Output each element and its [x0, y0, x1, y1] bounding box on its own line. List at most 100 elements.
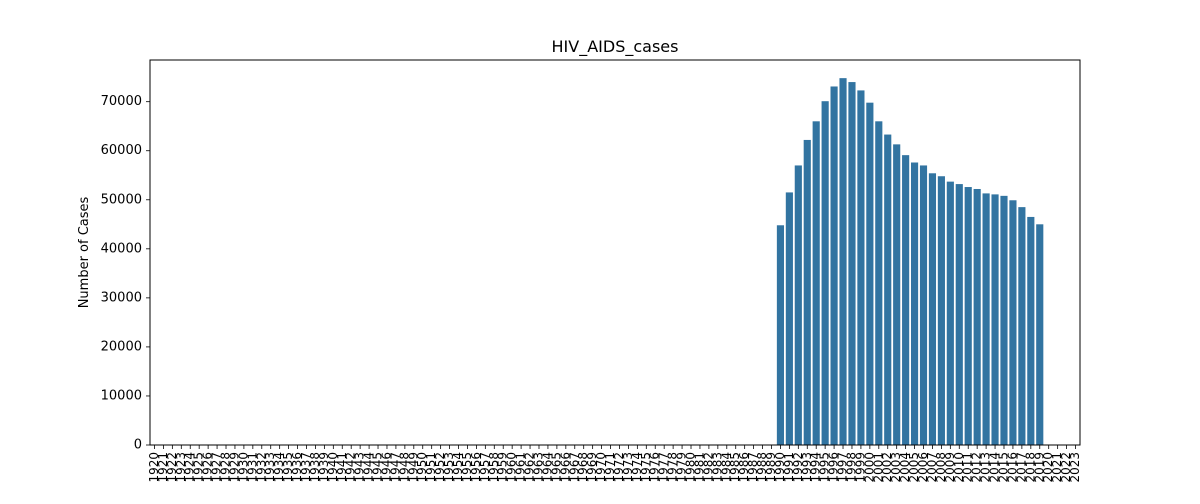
x-tick-label: 1940 — [326, 452, 340, 483]
x-tick-label: 2017 — [1014, 452, 1028, 483]
x-tick-label: 1929 — [227, 452, 241, 483]
x-tick-label: 1944 — [362, 452, 376, 483]
bar-1992 — [794, 165, 802, 445]
bar-2002 — [884, 134, 892, 446]
x-tick-label: 1972 — [612, 452, 626, 483]
x-tick-label: 2014 — [988, 452, 1002, 483]
x-tick-label: 1980 — [684, 452, 698, 483]
bar-1990 — [776, 225, 785, 445]
x-tick-label: 1942 — [344, 452, 358, 483]
x-tick-label: 1953 — [442, 452, 456, 483]
x-tick-label: 1956 — [469, 452, 483, 483]
x-tick-label: 1960 — [505, 452, 519, 483]
x-tick-label: 1924 — [183, 452, 197, 483]
bar-2014 — [991, 194, 999, 445]
x-tick-label: 1936 — [290, 452, 304, 483]
bar-2001 — [875, 121, 883, 445]
x-tick-label: 1965 — [549, 452, 563, 483]
x-tick-label: 1932 — [254, 452, 268, 483]
x-tick-label: 2001 — [871, 452, 885, 483]
bar-2011 — [964, 187, 972, 445]
x-tick-label: 2000 — [862, 452, 876, 483]
x-tick-label: 1994 — [809, 452, 823, 483]
x-tick-label: 1962 — [523, 452, 537, 483]
bar-2015 — [1000, 195, 1008, 445]
x-tick-label: 1949 — [406, 452, 420, 483]
x-tick-label: 1995 — [818, 452, 832, 483]
x-tick-label: 1958 — [487, 452, 501, 483]
y-tick-label: 20000 — [101, 339, 142, 354]
x-tick-label: 1989 — [764, 452, 778, 483]
bar-2003 — [893, 144, 901, 446]
x-tick-label: 1990 — [773, 452, 787, 483]
x-tick-label: 1981 — [692, 452, 706, 483]
x-tick-label: 1986 — [737, 452, 751, 483]
x-tick-label: 2012 — [970, 452, 984, 483]
bar-2005 — [910, 162, 919, 445]
y-tick-label: 60000 — [101, 143, 142, 158]
x-tick-label: 1928 — [219, 452, 233, 483]
x-tick-label: 2022 — [1059, 452, 1073, 483]
x-tick-label: 2010 — [952, 452, 966, 483]
x-tick-label: 1985 — [728, 452, 742, 483]
x-tick-label: 1931 — [245, 452, 259, 483]
x-tick-label: 1943 — [353, 452, 367, 483]
x-tick-label: 1952 — [433, 452, 447, 483]
chart-title: HIV_AIDS_cases — [552, 37, 679, 57]
x-tick-label: 1992 — [791, 452, 805, 483]
x-tick-label: 2020 — [1041, 452, 1055, 483]
x-tick-label: 2002 — [880, 452, 894, 483]
x-tick-label: 1920 — [147, 452, 161, 483]
bar-1993 — [803, 139, 811, 445]
x-tick-label: 2013 — [979, 452, 993, 483]
bar-2007 — [928, 173, 937, 446]
bar-1996 — [830, 86, 838, 445]
x-tick-label: 1938 — [308, 452, 322, 483]
x-tick-label: 1997 — [836, 452, 850, 483]
x-tick-label: 2018 — [1023, 452, 1037, 483]
x-tick-label: 1969 — [585, 452, 599, 483]
x-axis-ticks: 1920192119221923192419251926192719281929… — [147, 445, 1082, 483]
y-axis-label: Number of Cases — [77, 196, 92, 308]
x-tick-label: 1988 — [755, 452, 769, 483]
x-tick-label: 1983 — [710, 452, 724, 483]
x-tick-label: 1937 — [299, 452, 313, 483]
x-tick-label: 2004 — [898, 452, 912, 483]
x-tick-label: 1982 — [701, 452, 715, 483]
x-tick-label: 2021 — [1050, 452, 1064, 483]
x-tick-label: 1959 — [496, 452, 510, 483]
bar-2019 — [1036, 224, 1044, 445]
x-tick-label: 1925 — [192, 452, 206, 483]
x-tick-label: 1974 — [630, 452, 644, 483]
bar-2009 — [946, 181, 954, 445]
x-tick-label: 1968 — [576, 452, 590, 483]
x-tick-label: 2003 — [889, 452, 903, 483]
x-tick-label: 1948 — [397, 452, 411, 483]
x-tick-label: 1987 — [746, 452, 760, 483]
x-tick-label: 1998 — [844, 452, 858, 483]
x-tick-label: 1984 — [719, 452, 733, 483]
bar-2008 — [937, 176, 945, 446]
x-tick-label: 1926 — [201, 452, 215, 483]
x-tick-label: 1935 — [281, 452, 295, 483]
x-tick-label: 1921 — [156, 452, 170, 483]
bar-2012 — [973, 188, 981, 446]
bar-2010 — [955, 184, 963, 445]
bar-1998 — [848, 82, 856, 445]
x-tick-label: 2005 — [907, 452, 921, 483]
y-tick-label: 50000 — [101, 192, 142, 207]
x-tick-label: 1993 — [800, 452, 814, 483]
x-tick-label: 1973 — [621, 452, 635, 483]
y-tick-label: 10000 — [101, 388, 142, 403]
x-tick-label: 1957 — [478, 452, 492, 483]
x-tick-label: 1970 — [594, 452, 608, 483]
x-tick-label: 1947 — [388, 452, 402, 483]
x-tick-label: 1922 — [165, 452, 179, 483]
bar-2006 — [919, 165, 928, 445]
x-tick-label: 1950 — [415, 452, 429, 483]
y-tick-label: 0 — [134, 438, 142, 453]
bar-1995 — [821, 101, 829, 445]
x-tick-label: 1923 — [174, 452, 188, 483]
